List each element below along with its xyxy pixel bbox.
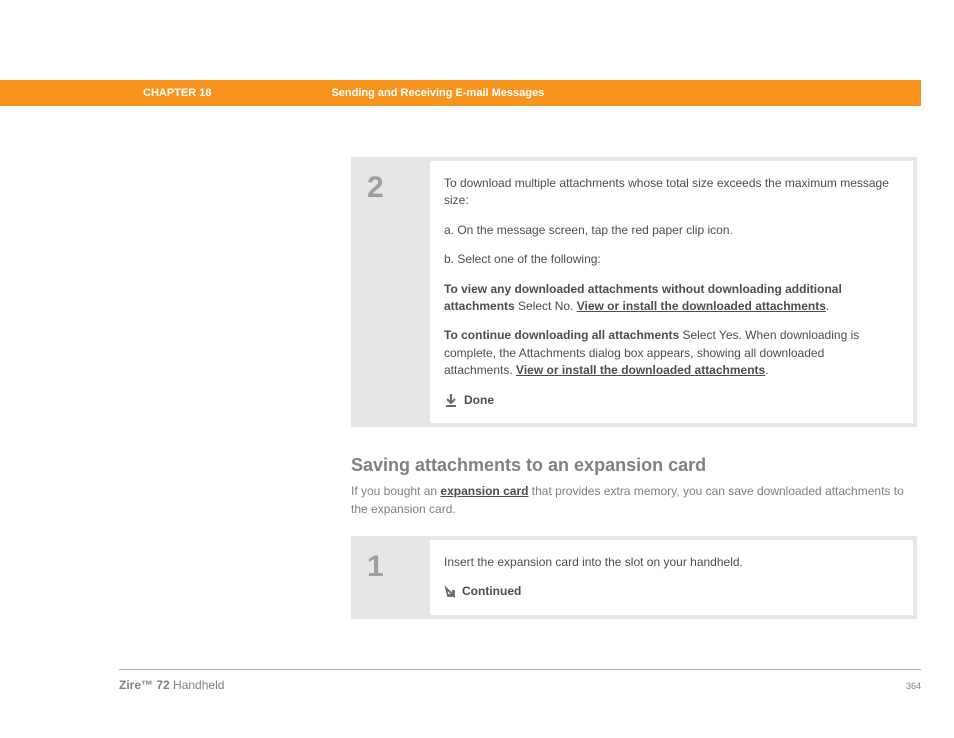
step-2-intro: To download multiple attachments whose t… (444, 175, 895, 210)
option-2-end: . (765, 363, 768, 377)
step-2-item-b: b. Select one of the following: (444, 251, 895, 268)
page-content: 2 To download multiple attachments whose… (351, 157, 917, 643)
footer-rule (119, 669, 921, 670)
done-label: Done (464, 392, 494, 409)
step-2-sublist: a. On the message screen, tap the red pa… (444, 222, 895, 269)
step-1-box: 1 Insert the expansion card into the slo… (351, 536, 917, 619)
step-number: 1 (355, 540, 430, 615)
option-1-end: . (826, 299, 829, 313)
page-number: 364 (906, 681, 921, 691)
step-1-text: Insert the expansion card into the slot … (444, 554, 743, 571)
step-2-item-a: a. On the message screen, tap the red pa… (444, 222, 895, 239)
continued-arrow-icon (444, 586, 456, 598)
chapter-header-bar: CHAPTER 18 Sending and Receiving E-mail … (0, 80, 921, 106)
intro-pre: If you bought an (351, 484, 440, 498)
option-1-mid: Select No. (515, 299, 577, 313)
step-2-option-1: To view any downloaded attachments witho… (444, 281, 895, 316)
option-1-link[interactable]: View or install the downloaded attachmen… (577, 299, 826, 313)
chapter-number-label: CHAPTER 18 (143, 87, 211, 99)
product-name: Zire™ 72 Handheld (119, 678, 224, 692)
done-arrow-icon (444, 393, 458, 407)
expansion-card-link[interactable]: expansion card (440, 484, 528, 498)
page-footer: Zire™ 72 Handheld 364 (119, 678, 921, 692)
step-2-content: To download multiple attachments whose t… (430, 161, 913, 423)
section-intro: If you bought an expansion card that pro… (351, 482, 917, 518)
option-2-link[interactable]: View or install the downloaded attachmen… (516, 363, 765, 377)
continued-label: Continued (462, 583, 521, 600)
chapter-title: Sending and Receiving E-mail Messages (331, 87, 544, 99)
step-number: 2 (355, 161, 430, 423)
continued-indicator: Continued (444, 583, 743, 600)
step-2-box: 2 To download multiple attachments whose… (351, 157, 917, 427)
done-indicator: Done (444, 392, 895, 409)
section-heading: Saving attachments to an expansion card (351, 455, 917, 476)
option-2-bold: To continue downloading all attachments (444, 328, 679, 342)
product-bold: Zire™ 72 (119, 678, 170, 692)
step-1-content: Insert the expansion card into the slot … (430, 540, 761, 615)
product-rest: Handheld (170, 678, 225, 692)
step-2-option-2: To continue downloading all attachments … (444, 327, 895, 379)
